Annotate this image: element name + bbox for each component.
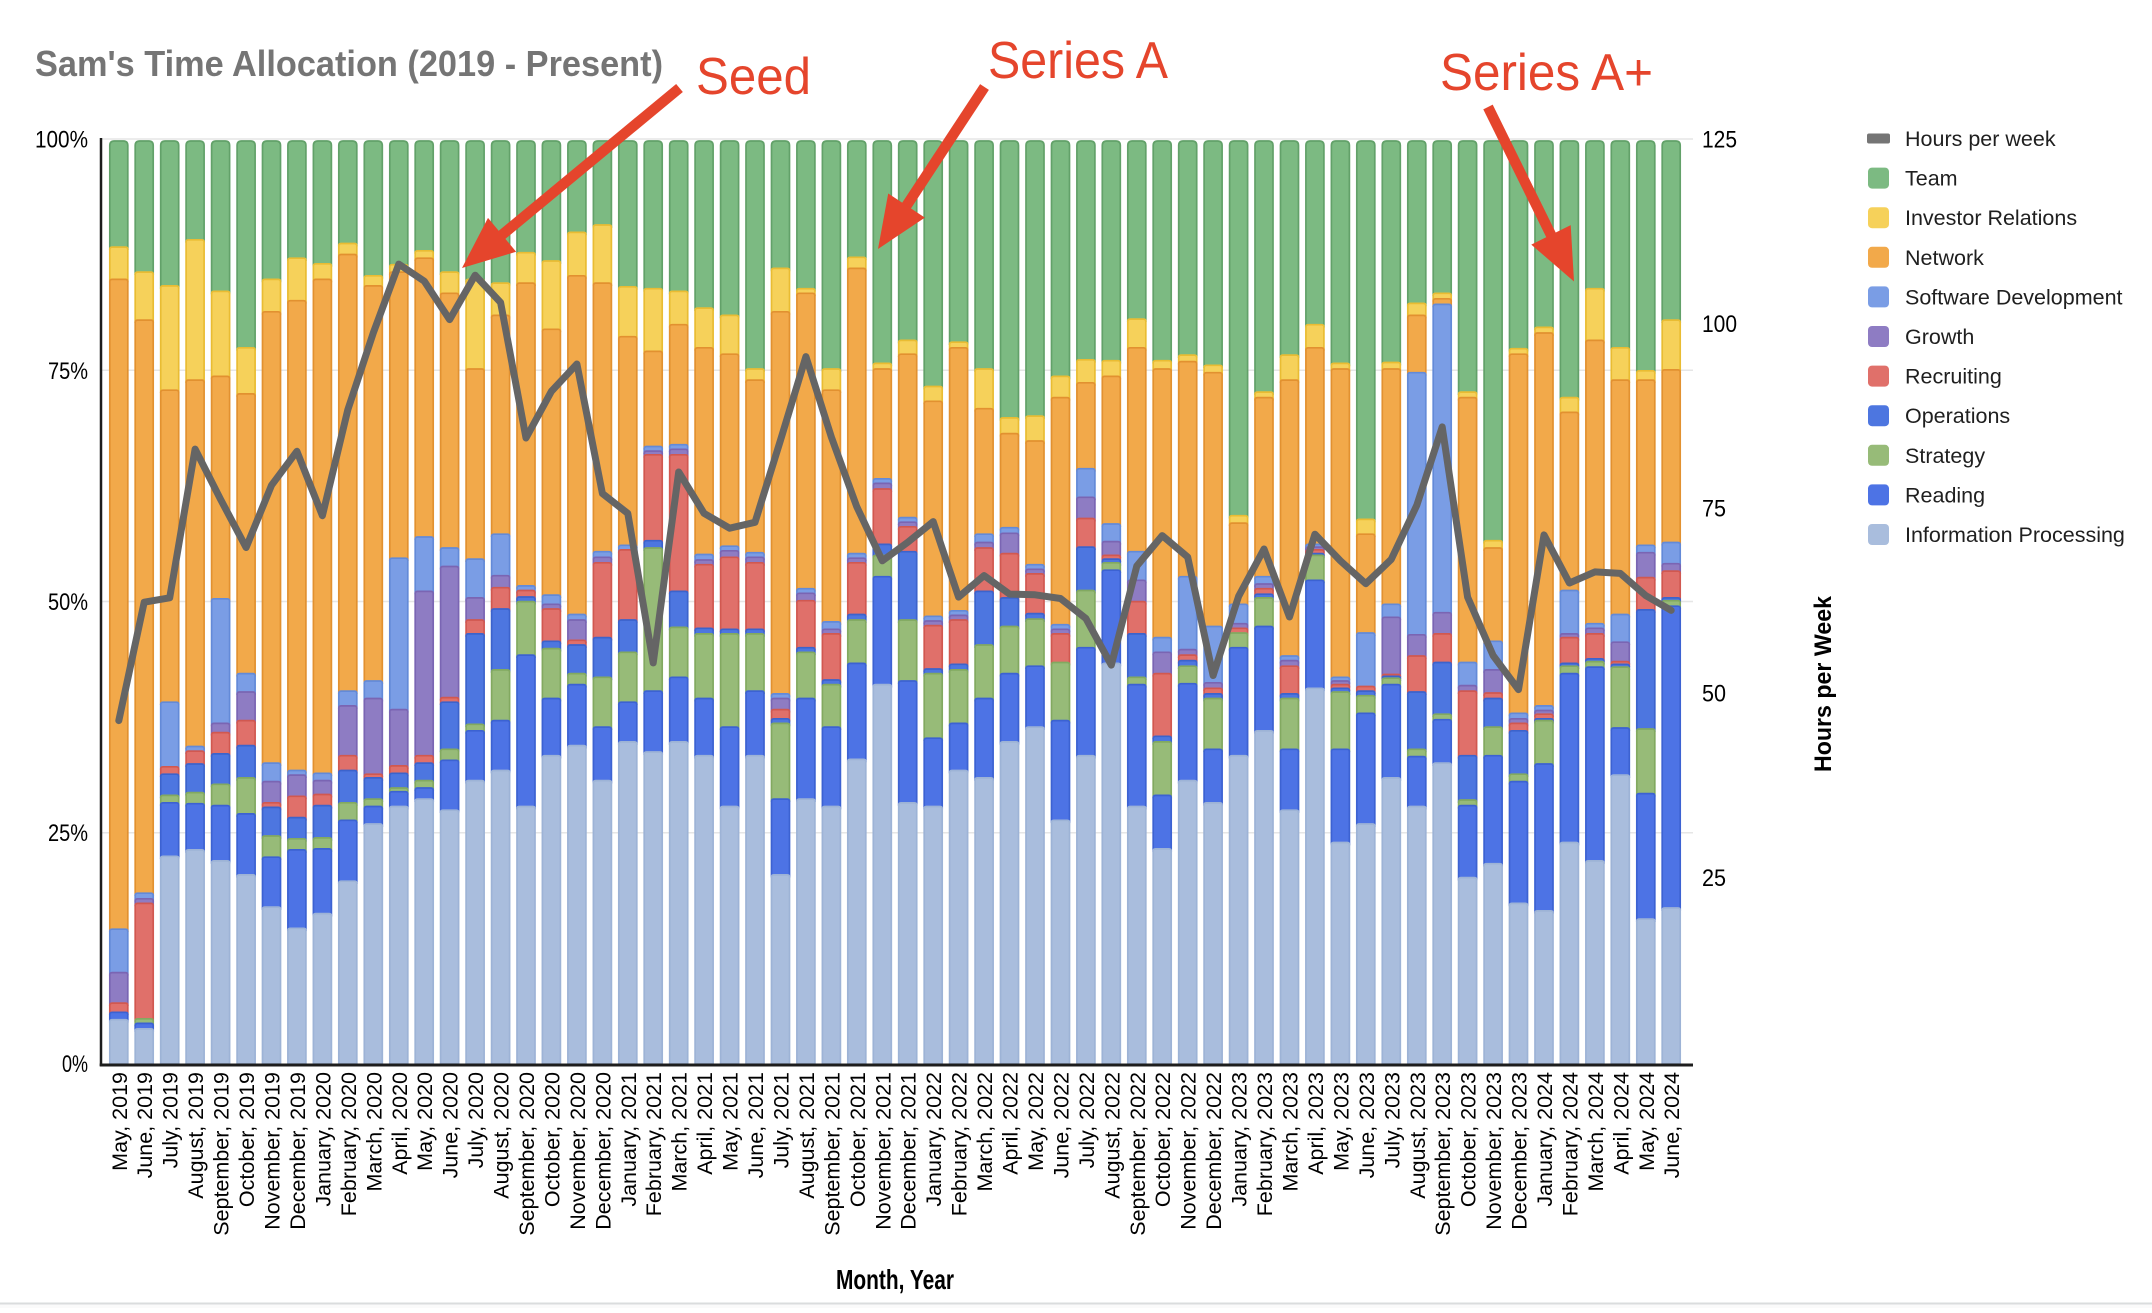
svg-text:May, 2020: May, 2020 bbox=[413, 1072, 437, 1171]
svg-text:December, 2021: December, 2021 bbox=[897, 1072, 921, 1230]
svg-text:September, 2019: September, 2019 bbox=[210, 1072, 234, 1236]
svg-text:August, 2019: August, 2019 bbox=[184, 1072, 208, 1199]
svg-text:January, 2020: January, 2020 bbox=[311, 1072, 335, 1207]
svg-text:Hours per week: Hours per week bbox=[1905, 127, 2056, 151]
svg-text:Information Processing: Information Processing bbox=[1905, 523, 2125, 547]
svg-text:25%: 25% bbox=[48, 820, 88, 847]
svg-text:November, 2020: November, 2020 bbox=[566, 1072, 590, 1230]
svg-text:October, 2021: October, 2021 bbox=[846, 1072, 870, 1207]
svg-text:August, 2020: August, 2020 bbox=[490, 1072, 514, 1199]
svg-text:July, 2021: July, 2021 bbox=[770, 1072, 794, 1168]
svg-text:October, 2022: October, 2022 bbox=[1151, 1072, 1175, 1207]
svg-text:May, 2023: May, 2023 bbox=[1329, 1072, 1353, 1171]
svg-text:50%: 50% bbox=[48, 589, 88, 616]
svg-text:Software Development: Software Development bbox=[1905, 285, 2123, 309]
svg-text:July, 2020: July, 2020 bbox=[464, 1072, 488, 1168]
svg-text:Hours per Week: Hours per Week bbox=[1810, 595, 1837, 772]
svg-text:March, 2023: March, 2023 bbox=[1279, 1072, 1303, 1192]
svg-text:January, 2022: January, 2022 bbox=[922, 1072, 946, 1207]
svg-text:August, 2021: August, 2021 bbox=[795, 1072, 819, 1199]
svg-text:May, 2019: May, 2019 bbox=[108, 1072, 132, 1171]
svg-text:November, 2023: November, 2023 bbox=[1482, 1072, 1506, 1230]
svg-text:November, 2022: November, 2022 bbox=[1177, 1072, 1201, 1230]
svg-text:April, 2021: April, 2021 bbox=[693, 1072, 717, 1175]
svg-text:August, 2023: August, 2023 bbox=[1406, 1072, 1430, 1199]
svg-text:December, 2023: December, 2023 bbox=[1508, 1072, 1532, 1230]
svg-text:100: 100 bbox=[1702, 311, 1737, 338]
svg-text:75%: 75% bbox=[48, 358, 88, 385]
svg-text:Month, Year: Month, Year bbox=[836, 1264, 954, 1295]
svg-text:August, 2022: August, 2022 bbox=[1100, 1072, 1124, 1199]
svg-text:Recruiting: Recruiting bbox=[1905, 365, 2002, 389]
svg-text:April, 2023: April, 2023 bbox=[1304, 1072, 1328, 1175]
svg-text:75: 75 bbox=[1702, 496, 1726, 523]
svg-text:September, 2020: September, 2020 bbox=[515, 1072, 539, 1236]
svg-text:July, 2019: July, 2019 bbox=[159, 1072, 183, 1168]
svg-text:March, 2024: March, 2024 bbox=[1584, 1072, 1608, 1192]
svg-text:125: 125 bbox=[1702, 127, 1737, 154]
svg-text:March, 2022: March, 2022 bbox=[973, 1072, 997, 1192]
svg-text:April, 2024: April, 2024 bbox=[1609, 1072, 1633, 1175]
svg-text:June, 2021: June, 2021 bbox=[744, 1072, 768, 1178]
svg-text:October, 2023: October, 2023 bbox=[1457, 1072, 1481, 1207]
svg-text:June, 2019: June, 2019 bbox=[133, 1072, 157, 1178]
svg-text:October, 2019: October, 2019 bbox=[235, 1072, 259, 1207]
svg-text:January, 2021: January, 2021 bbox=[617, 1072, 641, 1207]
svg-text:January, 2024: January, 2024 bbox=[1533, 1072, 1557, 1207]
svg-text:Team: Team bbox=[1905, 167, 1958, 191]
svg-text:Investor Relations: Investor Relations bbox=[1905, 206, 2077, 230]
svg-text:November, 2021: November, 2021 bbox=[871, 1072, 895, 1230]
svg-text:June, 2022: June, 2022 bbox=[1050, 1072, 1074, 1178]
svg-text:July, 2022: July, 2022 bbox=[1075, 1072, 1099, 1168]
svg-text:December, 2019: December, 2019 bbox=[286, 1072, 310, 1230]
svg-text:50: 50 bbox=[1702, 680, 1726, 707]
svg-text:May, 2024: May, 2024 bbox=[1635, 1072, 1659, 1171]
svg-text:January, 2023: January, 2023 bbox=[1228, 1072, 1252, 1207]
svg-text:Growth: Growth bbox=[1905, 325, 1974, 349]
svg-text:Strategy: Strategy bbox=[1905, 444, 1985, 468]
svg-text:March, 2021: March, 2021 bbox=[668, 1072, 692, 1192]
svg-text:Seed: Seed bbox=[696, 48, 811, 106]
svg-text:June, 2020: June, 2020 bbox=[439, 1072, 463, 1178]
svg-text:September, 2021: September, 2021 bbox=[820, 1072, 844, 1236]
svg-text:July, 2023: July, 2023 bbox=[1380, 1072, 1404, 1168]
svg-text:February, 2021: February, 2021 bbox=[642, 1072, 666, 1216]
svg-text:Series A+: Series A+ bbox=[1440, 44, 1653, 102]
svg-text:December, 2020: December, 2020 bbox=[591, 1072, 615, 1230]
svg-text:October, 2020: October, 2020 bbox=[540, 1072, 564, 1207]
svg-text:December, 2022: December, 2022 bbox=[1202, 1072, 1226, 1230]
svg-text:February, 2022: February, 2022 bbox=[948, 1072, 972, 1216]
svg-text:April, 2020: April, 2020 bbox=[388, 1072, 412, 1175]
svg-text:Reading: Reading bbox=[1905, 483, 1985, 507]
svg-text:June, 2023: June, 2023 bbox=[1355, 1072, 1379, 1178]
svg-text:February, 2020: February, 2020 bbox=[337, 1072, 361, 1216]
svg-text:June, 2024: June, 2024 bbox=[1660, 1072, 1684, 1178]
svg-text:April, 2022: April, 2022 bbox=[999, 1072, 1023, 1175]
svg-text:Network: Network bbox=[1905, 246, 1984, 270]
svg-text:February, 2023: February, 2023 bbox=[1253, 1072, 1277, 1216]
svg-text:0%: 0% bbox=[62, 1051, 88, 1078]
svg-text:February, 2024: February, 2024 bbox=[1558, 1072, 1582, 1216]
svg-text:May, 2021: May, 2021 bbox=[719, 1072, 743, 1171]
svg-text:25: 25 bbox=[1702, 865, 1726, 892]
svg-text:March, 2020: March, 2020 bbox=[362, 1072, 386, 1192]
svg-text:September, 2023: September, 2023 bbox=[1431, 1072, 1455, 1236]
svg-text:November, 2019: November, 2019 bbox=[261, 1072, 285, 1230]
svg-text:Sam's Time Allocation (2019 -: Sam's Time Allocation (2019 - Present) bbox=[35, 43, 663, 84]
svg-text:May, 2022: May, 2022 bbox=[1024, 1072, 1048, 1171]
svg-text:100%: 100% bbox=[35, 127, 88, 154]
svg-text:September, 2022: September, 2022 bbox=[1126, 1072, 1150, 1236]
svg-text:Series A: Series A bbox=[988, 32, 1168, 90]
svg-text:Operations: Operations bbox=[1905, 404, 2010, 428]
